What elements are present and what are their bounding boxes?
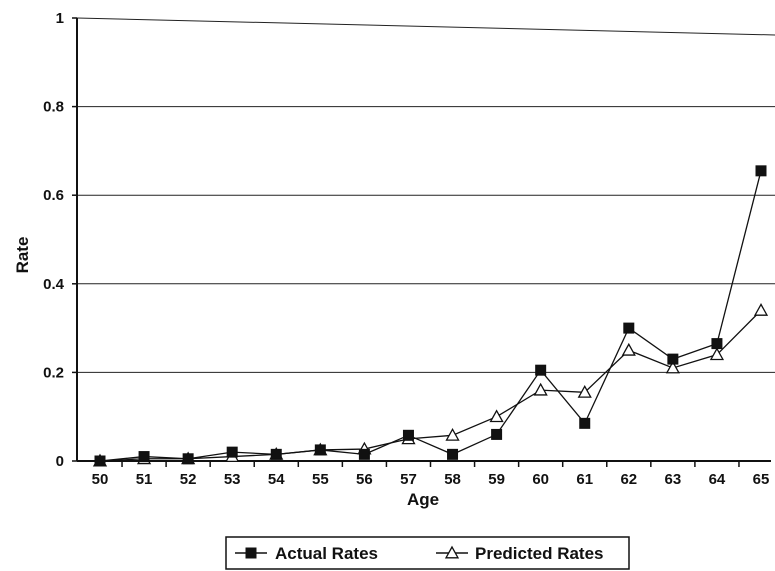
series <box>92 165 769 467</box>
actual-rate-point <box>535 364 547 376</box>
x-tick-label: 51 <box>136 471 153 488</box>
actual-rate-point <box>94 455 106 467</box>
series-actual-rates <box>94 165 767 467</box>
actual-rate-point <box>755 165 767 177</box>
predicted-rate-point <box>709 347 725 361</box>
x-tick-label: 61 <box>576 471 593 488</box>
x-tick-label: 50 <box>92 471 109 488</box>
x-axis-title: Age <box>407 490 439 509</box>
series-predicted-rates <box>92 303 769 467</box>
series-line <box>99 170 762 462</box>
actual-rate-point <box>358 448 370 460</box>
actual-rate-point <box>667 353 679 365</box>
predicted-rate-point <box>577 384 592 398</box>
y-tick-label: 1 <box>56 10 64 27</box>
predicted-rate-point <box>533 382 548 396</box>
y-tick-label: 0.2 <box>43 364 64 381</box>
actual-rate-point <box>711 338 723 350</box>
gridline <box>76 17 775 36</box>
x-tick-label: 59 <box>488 471 505 488</box>
legend-marker <box>444 545 460 559</box>
actual-rate-point <box>579 417 591 429</box>
series-line <box>99 309 762 462</box>
axes <box>72 17 771 467</box>
actual-rate-point <box>182 453 194 465</box>
y-tick-label: 0.8 <box>43 99 64 116</box>
y-tick-labels: 0 0.2 0.4 0.6 0.8 1 <box>43 10 65 470</box>
gridlines <box>76 17 775 373</box>
y-axis-title: Rate <box>13 237 32 274</box>
x-tick-label: 55 <box>312 471 329 488</box>
x-tick-label: 53 <box>224 471 241 488</box>
predicted-rate-point <box>621 342 636 356</box>
predicted-rate-point <box>753 303 769 316</box>
actual-rate-point <box>447 448 459 460</box>
legend-box <box>225 536 630 570</box>
predicted-rate-point <box>445 427 460 441</box>
actual-rate-point <box>623 322 635 334</box>
legend-label: Predicted Rates <box>475 544 604 563</box>
x-tick-label: 58 <box>444 471 461 488</box>
legend-marker <box>245 547 257 559</box>
x-tick-label: 64 <box>709 471 726 488</box>
legend: Actual Rates Predicted Rates <box>225 536 630 570</box>
x-tick-label: 63 <box>665 471 682 488</box>
y-tick-label: 0.6 <box>43 187 64 204</box>
actual-rate-point <box>314 444 326 456</box>
x-tick-label: 57 <box>400 471 417 488</box>
actual-rate-point <box>491 428 503 440</box>
actual-rate-point <box>402 429 414 441</box>
actual-rate-point <box>226 446 238 458</box>
x-tick-label: 62 <box>620 471 637 488</box>
actual-rate-point <box>270 448 282 460</box>
x-tick-label: 60 <box>532 471 549 488</box>
predicted-rate-point <box>665 360 680 374</box>
x-tick-label: 54 <box>268 471 285 488</box>
legend-label: Actual Rates <box>275 544 378 563</box>
x-tick-label: 56 <box>356 471 373 488</box>
y-tick-label: 0.4 <box>43 276 65 293</box>
y-tick-label: 0 <box>56 453 64 470</box>
x-tick-label: 65 <box>753 471 770 488</box>
x-tick-labels: 50 51 52 53 54 55 56 57 58 59 60 61 62 63 64 65 <box>92 471 770 488</box>
predicted-rate-point <box>489 409 504 423</box>
actual-rate-point <box>138 451 150 463</box>
x-tick-label: 52 <box>180 471 197 488</box>
